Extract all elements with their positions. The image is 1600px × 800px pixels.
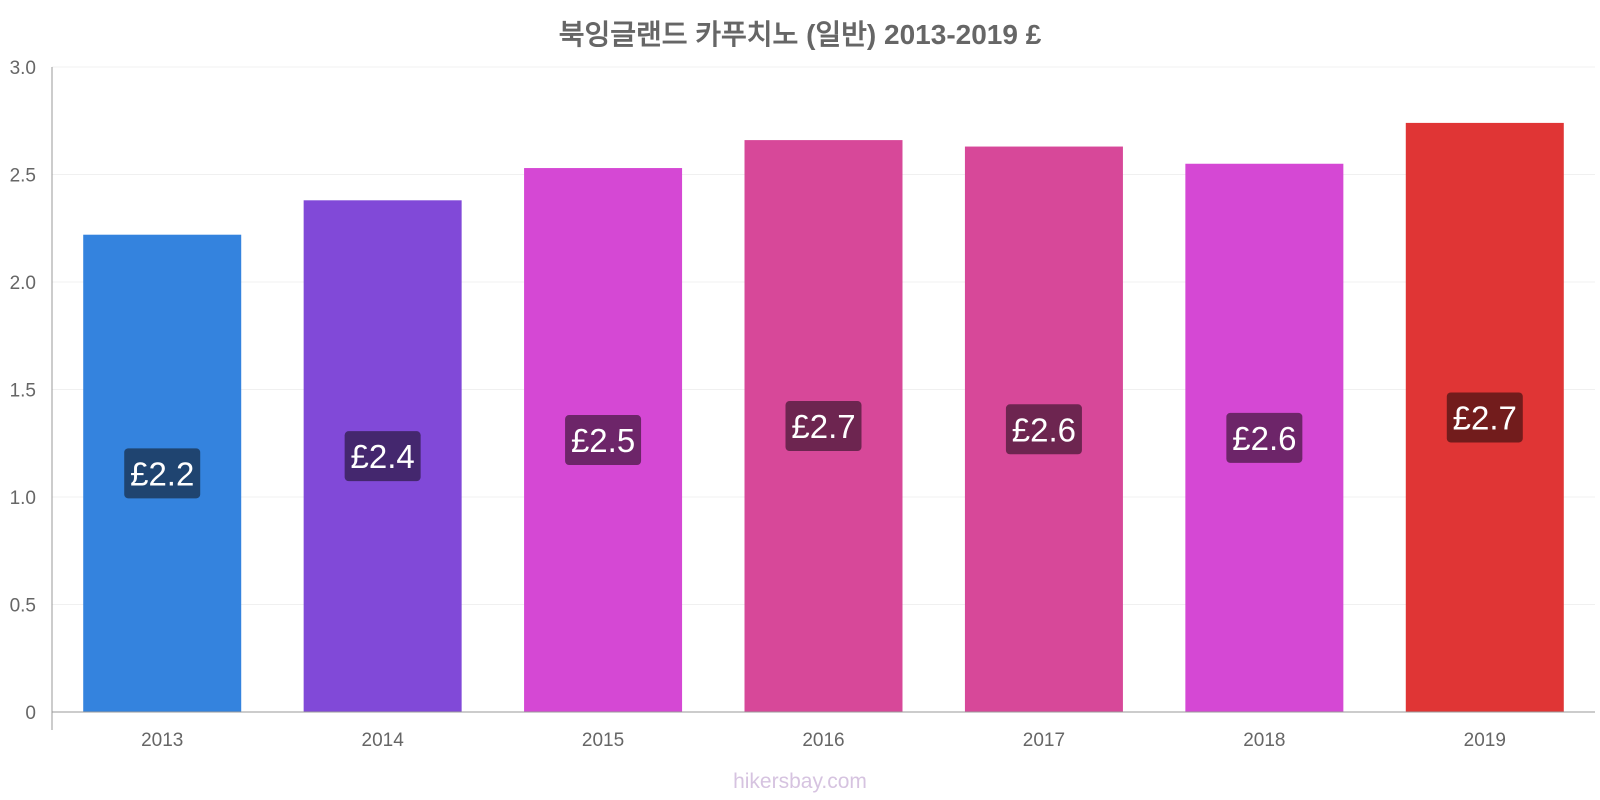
chart-title: 북잉글랜드 카푸치노 (일반) 2013-2019 £ [559,19,1042,50]
data-label-box [124,448,201,499]
x-tick-label: 2014 [362,730,405,751]
data-label-box [565,415,642,466]
data-label: £2.4 [351,438,415,475]
x-tick-label: 2019 [1464,730,1506,751]
bars: £2.2 £2.4 £2.5 £2.7 £2.6 £2.6 £2.7 [83,122,1564,713]
x-tick-label: 2015 [582,730,624,751]
data-label: £2.7 [1453,399,1517,436]
x-tick-label: 2017 [1023,730,1065,751]
y-tick-label: 2.5 [10,166,36,187]
x-tick-label: 2013 [141,730,183,751]
y-tick-label: 1.5 [10,381,36,402]
y-tick-label: 0 [25,703,36,724]
y-tick-label: 2.0 [10,273,36,294]
data-label-box [1005,404,1082,455]
y-tick-label: 1.0 [10,488,36,509]
data-label: £2.6 [1012,411,1076,448]
data-label: £2.5 [571,422,635,459]
y-tick-label: 3.0 [10,58,36,79]
y-axis-ticks: 0 0.5 1.0 1.5 2.0 2.5 3.0 [10,58,36,724]
data-label: £2.6 [1232,420,1296,457]
data-label-box [1446,392,1523,443]
data-label-box [785,401,862,452]
data-label-box [344,431,421,482]
data-label-box [1226,412,1303,463]
x-tick-label: 2016 [802,730,844,751]
watermark: hikersbay.com [733,770,867,793]
data-label: £2.7 [791,408,855,445]
axes [51,67,1595,730]
x-tick-label: 2018 [1243,730,1285,751]
data-label: £2.2 [130,455,194,492]
x-axis-ticks: 2013 2014 2015 2016 2017 2018 2019 [141,730,1506,751]
y-tick-label: 0.5 [10,596,36,617]
